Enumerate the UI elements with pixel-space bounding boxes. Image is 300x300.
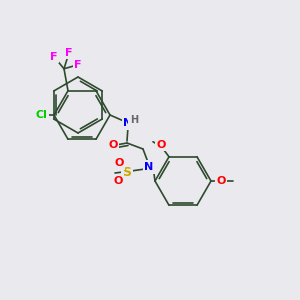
Text: N: N (123, 118, 133, 128)
Text: O: O (156, 140, 166, 150)
Text: F: F (74, 60, 82, 70)
Text: O: O (216, 176, 226, 186)
Text: F: F (50, 52, 58, 62)
Text: S: S (122, 166, 131, 178)
Text: F: F (65, 48, 73, 58)
Text: O: O (113, 176, 123, 186)
Text: H: H (130, 115, 138, 125)
Text: Cl: Cl (35, 110, 47, 120)
Text: O: O (114, 158, 124, 168)
Text: N: N (144, 162, 154, 172)
Text: O: O (108, 140, 118, 150)
